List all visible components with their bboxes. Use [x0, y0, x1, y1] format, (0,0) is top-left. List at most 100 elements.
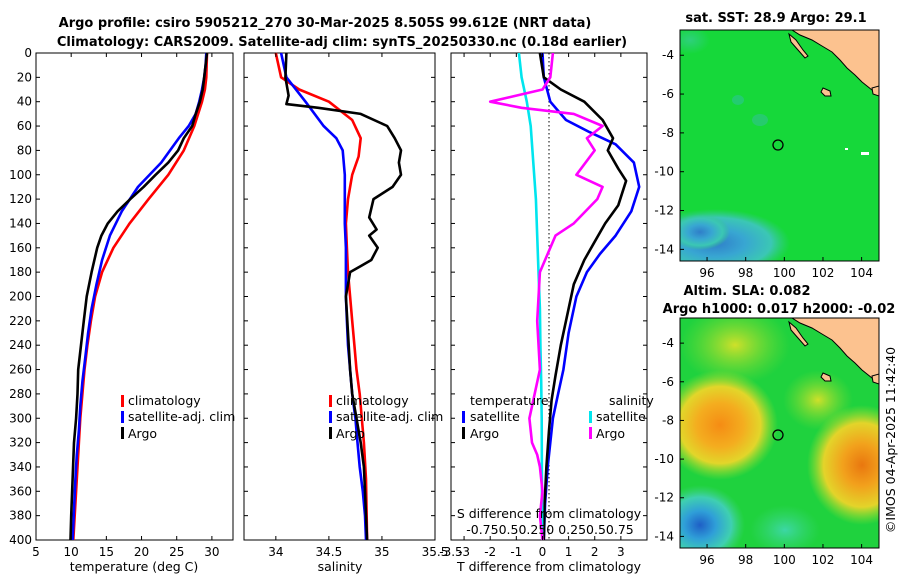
x-tick-label: 35.5: [422, 545, 449, 559]
y-tick-label: 320: [9, 436, 32, 450]
series-line-satellite-adj-clim: [279, 52, 368, 541]
legend-swatch-argo: [329, 427, 332, 439]
y-tick-label: 360: [9, 484, 32, 498]
map-y-tick-label: -8: [662, 413, 674, 427]
legend-swatch-temp-satellite: [462, 411, 465, 423]
salinity-plot-frame: [243, 52, 436, 541]
x-tick-label: 2: [591, 545, 599, 559]
map-y-tick-label: -6: [662, 87, 674, 101]
legend-title-temperature: temperature: [470, 393, 549, 408]
legend-label-satellite: satellite-adj. clim: [336, 409, 443, 424]
x-tick-label: 1: [565, 545, 573, 559]
salinity-xlabel: salinity: [318, 559, 363, 574]
y-tick-label: 180: [9, 265, 32, 279]
x-tick-label: -2: [484, 545, 496, 559]
map-x-tick-label: 102: [812, 553, 835, 567]
legend-swatch-satellite: [329, 411, 332, 423]
sla-map-title-line1: Altim. SLA: 0.082: [684, 284, 811, 299]
series-line-salinity-satellite: [517, 52, 544, 541]
y-tick-label: 260: [9, 363, 32, 377]
x-tick-label: 3: [617, 545, 625, 559]
series-line-climatology: [72, 52, 209, 541]
x-tick-label: -1: [510, 545, 522, 559]
figure-title-line2: Climatology: CARS2009. Satellite-adj cli…: [57, 35, 627, 50]
legend-label-temp-satellite: satellite: [470, 409, 520, 424]
map-y-tick-label: -14: [654, 529, 674, 543]
y-tick-label: 120: [9, 192, 32, 206]
legend-label-sal-satellite: satellite: [596, 409, 646, 424]
sla-map-title-line2: Argo h1000: 0.017 h2000: -0.02: [663, 302, 896, 317]
sla-map-frame: [679, 317, 880, 549]
legend-label-sal-argo: Argo: [596, 426, 625, 441]
map-x-tick-label: 104: [850, 553, 873, 567]
y-tick-label: 400: [9, 533, 32, 547]
difference-top-label: S difference from climatology: [457, 506, 642, 521]
map-x-tick-label: 100: [773, 553, 796, 567]
legend-label-argo: Argo: [336, 426, 365, 441]
x-tick-label: 0: [539, 545, 547, 559]
legend-label-temp-argo: Argo: [470, 426, 499, 441]
x-tick-label: 5: [32, 545, 40, 559]
y-tick-label: 340: [9, 460, 32, 474]
difference-xlabel: T difference from climatology: [456, 559, 642, 574]
map-y-tick-label: -6: [662, 375, 674, 389]
map-x-tick-label: 104: [850, 266, 873, 280]
sla-heatmap: [680, 318, 879, 548]
figure-title-line1: Argo profile: csiro 5905212_270 30-Mar-2…: [59, 16, 592, 31]
y-tick-label: 80: [17, 143, 32, 157]
sst-heatmap: [680, 30, 879, 261]
x-tick-label: 34.5: [316, 545, 343, 559]
legend-swatch-temp-argo: [462, 427, 465, 439]
map-y-tick-label: -4: [662, 336, 674, 350]
x-tick-label: 34: [268, 545, 283, 559]
sst-map-title: sat. SST: 28.9 Argo: 29.1: [685, 11, 866, 26]
legend-title-salinity: salinity: [609, 393, 654, 408]
x-tick-label: 15: [99, 545, 114, 559]
y-tick-label: 200: [9, 290, 32, 304]
series-line-argo: [284, 52, 403, 541]
map-x-tick-label: 102: [812, 266, 835, 280]
legend-label-climatology: climatology: [128, 393, 201, 408]
map-y-tick-label: -10: [654, 452, 674, 466]
series-line-argo: [69, 52, 209, 541]
argo-location-marker: [772, 139, 784, 151]
sst-map-frame: [679, 29, 880, 262]
legend-swatch-climatology: [121, 395, 124, 407]
map-x-tick-label: 96: [699, 266, 714, 280]
series-line-temperature-satellite: [541, 52, 641, 541]
y-tick-label: 280: [9, 387, 32, 401]
legend-swatch-climatology: [329, 395, 332, 407]
imos-watermark: ©IMOS 04-Apr-2025 11:42:40: [883, 347, 898, 533]
legend-label-climatology: climatology: [336, 393, 409, 408]
series-line-salinity-argo: [488, 52, 604, 541]
legend-label-argo: Argo: [128, 426, 157, 441]
temperature-legend: climatology satellite-adj. clim Argo: [121, 393, 235, 441]
map-y-tick-label: -8: [662, 126, 674, 140]
map-y-tick-label: -10: [654, 165, 674, 179]
difference-legend: temperature salinity satellite Argo sate…: [462, 393, 654, 441]
sst-map-panel: sat. SST: 28.9 Argo: 29.1 96 98 100 102 104 -…: [654, 11, 880, 280]
difference-top-ticks: -0.750.50.250 0.250.50.75: [466, 522, 634, 537]
difference-panel: -3 -2 -1 0 1 2 3 -3.5 T difference from climato…: [439, 52, 654, 574]
legend-swatch-argo: [121, 427, 124, 439]
salinity-panel: 34 34.5 35 35.5 salinity climatology satell…: [243, 52, 449, 574]
y-tick-label: 300: [9, 411, 32, 425]
map-x-tick-label: 98: [738, 266, 753, 280]
x-tick-label: 30: [204, 545, 219, 559]
x-tick-label: 25: [169, 545, 184, 559]
temperature-panel: 0 20 40 60 80 100 120 140 160 180 200 220 240 260 280 3…: [9, 46, 235, 574]
y-tick-label: 60: [17, 119, 32, 133]
argo-location-marker: [772, 429, 784, 441]
y-tick-label: 220: [9, 314, 32, 328]
map-y-tick-label: -4: [662, 48, 674, 62]
y-tick-label: 0: [24, 46, 32, 60]
y-tick-label: 20: [17, 70, 32, 84]
y-tick-label: 380: [9, 509, 32, 523]
map-y-tick-label: -12: [654, 491, 674, 505]
x-tick-label: 35: [374, 545, 389, 559]
sla-map-panel: Altim. SLA: 0.082 Argo h1000: 0.017 h200…: [654, 284, 896, 567]
map-x-tick-label: 100: [773, 266, 796, 280]
y-tick-label: 160: [9, 241, 32, 255]
legend-swatch-sal-argo: [589, 427, 592, 439]
